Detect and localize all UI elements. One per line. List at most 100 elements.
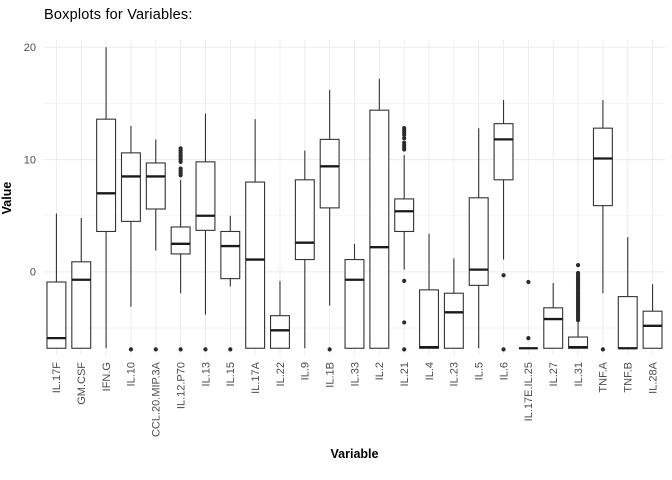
- iqr-box: [319, 138, 340, 209]
- x-axis-title: Variable: [330, 447, 379, 461]
- iqr-box: [493, 123, 514, 181]
- outlier-point: [402, 320, 407, 325]
- iqr-box: [344, 258, 365, 349]
- iqr-box: [642, 310, 663, 349]
- box-IL.28A: IL.28A: [642, 284, 663, 394]
- iqr-box: [120, 152, 141, 222]
- x-tick-label: IL.33: [349, 362, 361, 386]
- y-tick-label: 20: [24, 42, 36, 54]
- x-tick-label: IL.27: [548, 362, 560, 386]
- outlier-point: [327, 347, 332, 352]
- x-tick-label: TNF.B: [623, 362, 635, 393]
- outlier-point: [203, 347, 208, 352]
- box-IFN.G: IFN.G: [96, 47, 117, 391]
- box-IL.27: IL.27: [543, 283, 564, 386]
- box-IL.2: IL.2: [369, 78, 390, 380]
- x-tick-label: IL.1B: [324, 362, 336, 388]
- outlier-point: [575, 263, 581, 268]
- iqr-box: [617, 296, 638, 349]
- box-GM.CSF: GM.CSF: [71, 217, 92, 405]
- iqr-box: [369, 109, 390, 349]
- iqr-box: [145, 162, 166, 210]
- iqr-box: [245, 181, 266, 349]
- iqr-box: [71, 261, 92, 349]
- outlier-point: [402, 278, 407, 283]
- x-tick-label: IL.28A: [647, 361, 659, 393]
- outlier-point: [501, 273, 506, 278]
- outlier-point: [526, 279, 531, 285]
- outlier-point: [575, 318, 581, 323]
- box-IL.10: IL.10: [120, 125, 141, 386]
- iqr-box: [46, 281, 67, 349]
- box-TNF.A: TNF.A: [592, 100, 613, 393]
- y-tick-label: 0: [30, 267, 36, 279]
- x-tick-label: IL.10: [126, 362, 138, 386]
- box-IL.23: IL.23: [443, 258, 464, 386]
- box-IL.22: IL.22: [269, 280, 290, 386]
- box-IL.17F: IL.17F: [46, 213, 67, 393]
- x-tick-label: IL.9: [300, 362, 312, 380]
- outlier-point: [402, 132, 407, 137]
- outlier-point: [178, 159, 183, 164]
- x-tick-label: IL.23: [449, 362, 461, 386]
- iqr-box: [443, 292, 464, 349]
- box-IL.31: IL.31: [568, 263, 589, 386]
- x-tick-label: GM.CSF: [76, 362, 88, 405]
- box-IL.21: IL.21: [394, 126, 415, 386]
- y-tick-label: 10: [24, 154, 36, 166]
- box-IL.12.P70: IL.12.P70: [170, 146, 191, 409]
- outlier-point: [402, 147, 407, 152]
- x-tick-label: IL.13: [200, 362, 212, 386]
- outlier-point: [526, 336, 531, 341]
- iqr-box: [195, 161, 216, 231]
- box-TNF.B: TNF.B: [617, 237, 638, 393]
- iqr-box: [220, 230, 241, 280]
- box-IL.17E.IL.25: IL.17E.IL.25: [518, 279, 538, 421]
- iqr-box: [294, 179, 315, 261]
- iqr-box: [394, 198, 415, 233]
- box-IL.5: IL.5: [468, 128, 489, 380]
- x-tick-label: IL.2: [374, 362, 386, 380]
- x-tick-label: IL.31: [573, 362, 585, 386]
- outlier-point: [153, 347, 158, 352]
- x-tick-label: IL.15: [225, 362, 237, 386]
- outlier-point: [600, 347, 606, 352]
- box-IL.15: IL.15: [220, 215, 241, 386]
- x-tick-label: CCL.20.MIP.3A: [151, 361, 163, 437]
- outlier-point: [501, 347, 506, 352]
- x-tick-label: IL.21: [399, 362, 411, 386]
- x-tick-label: IL.4: [424, 362, 436, 380]
- iqr-box: [543, 307, 564, 349]
- outlier-point: [402, 347, 407, 352]
- x-tick-label: IL.17A: [250, 361, 262, 393]
- x-tick-label: IL.12.P70: [175, 362, 187, 409]
- box-IL.4: IL.4: [419, 233, 440, 380]
- outlier-point: [128, 347, 134, 352]
- box-IL.1B: IL.1B: [319, 89, 340, 388]
- chart-title: Boxplots for Variables:: [44, 7, 193, 23]
- iqr-box: [419, 289, 440, 349]
- x-tick-label: IL.6: [498, 362, 510, 380]
- iqr-box: [592, 127, 613, 207]
- outlier-point: [402, 136, 407, 141]
- outlier-point: [178, 347, 183, 352]
- box-IL.6: IL.6: [493, 100, 514, 380]
- iqr-box: [468, 197, 489, 286]
- x-tick-label: IL.17F: [51, 362, 63, 393]
- outlier-point: [178, 173, 183, 178]
- x-tick-label: TNF.A: [598, 361, 610, 392]
- iqr-box: [96, 118, 117, 233]
- box-CCL.20.MIP.3A: CCL.20.MIP.3A: [145, 139, 166, 437]
- box-IL.9: IL.9: [294, 150, 315, 380]
- box-IL.17A: IL.17A: [245, 119, 266, 394]
- outlier-point: [228, 347, 233, 352]
- x-tick-label: IL.5: [474, 362, 486, 380]
- x-tick-label: IL.17E.IL.25: [523, 362, 535, 421]
- box-IL.13: IL.13: [195, 113, 216, 386]
- x-tick-label: IL.22: [275, 362, 287, 386]
- iqr-box: [170, 226, 191, 255]
- iqr-box: [269, 315, 290, 349]
- box-IL.33: IL.33: [344, 243, 365, 386]
